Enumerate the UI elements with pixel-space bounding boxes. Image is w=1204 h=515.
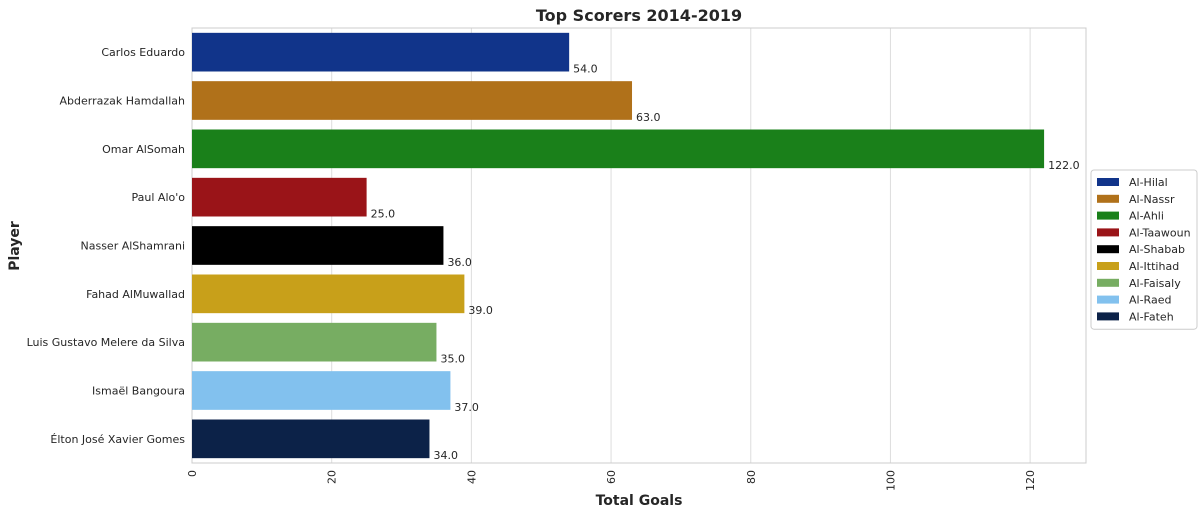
bar <box>192 274 465 314</box>
y-tick-label: Carlos Eduardo <box>101 46 185 59</box>
bar <box>192 371 451 410</box>
legend: Al-Hilal Al-Nassr Al-Ahli Al-Taawoun Al-Shab… <box>1090 169 1198 330</box>
legend-swatch <box>1097 178 1119 186</box>
bar <box>192 177 367 217</box>
y-tick-label: Élton José Xavier Gomes <box>50 433 185 446</box>
legend-swatch <box>1097 295 1119 304</box>
legend-swatch <box>1097 262 1119 270</box>
x-tick-label: 20 <box>326 470 339 484</box>
bar-value-labels: 54.0 63.0 122.0 25.0 36.0 39.0 35.0 37.0 34.0 <box>371 63 1080 463</box>
legend-swatch <box>1097 245 1119 254</box>
y-tick-label: Ismaël Bangoura <box>92 385 185 398</box>
y-tick-label: Nasser AlShamrani <box>81 240 186 253</box>
bar-value-label: 37.0 <box>454 401 479 414</box>
x-tick-label: 40 <box>465 470 478 484</box>
y-tick-labels: Carlos Eduardo Abderrazak Hamdallah Omar A… <box>27 46 186 446</box>
bar-value-label: 25.0 <box>371 208 396 221</box>
legend-label: Al-Hilal <box>1129 176 1168 189</box>
bar-value-label: 63.0 <box>636 111 661 124</box>
legend-box <box>1090 169 1198 330</box>
bar-value-label: 54.0 <box>573 63 598 76</box>
legend-label: Al-Shabab <box>1129 243 1185 256</box>
bar-value-label: 36.0 <box>447 256 472 269</box>
y-tick-label: Omar AlSomah <box>102 143 185 156</box>
legend-label: Al-Fateh <box>1129 310 1174 323</box>
x-tick-label: 80 <box>745 470 758 484</box>
legend-label: Al-Raed <box>1129 294 1171 307</box>
x-tick-label: 0 <box>186 470 199 477</box>
legend-swatch <box>1097 278 1119 287</box>
legend-label: Al-Faisaly <box>1129 277 1181 290</box>
legend-label: Al-Taawoun <box>1129 226 1191 239</box>
x-axis-title: Total Goals <box>596 493 683 509</box>
bar <box>192 32 570 72</box>
y-axis-title: Player <box>7 221 23 271</box>
legend-swatch <box>1097 211 1119 220</box>
legend-label: Al-Ahli <box>1129 210 1164 223</box>
bar <box>192 81 633 120</box>
bar-value-label: 34.0 <box>433 449 458 462</box>
x-tick-labels: 0 20 40 60 80 100 120 <box>186 470 1037 491</box>
bar <box>192 419 430 459</box>
bar <box>192 129 1045 169</box>
y-tick-label: Paul Alo'o <box>132 191 186 204</box>
x-tick-label: 60 <box>605 470 618 484</box>
bar-value-label: 35.0 <box>440 353 465 366</box>
bar-value-label: 39.0 <box>468 304 493 317</box>
y-tick-label: Abderrazak Hamdallah <box>59 95 185 108</box>
chart-title: Top Scorers 2014-2019 <box>536 6 742 25</box>
legend-label: Al-Nassr <box>1129 193 1175 206</box>
y-tick-label: Fahad AlMuwallad <box>86 288 185 301</box>
bars <box>192 32 1045 459</box>
legend-label: Al-Ittihad <box>1129 260 1179 273</box>
x-tick-label: 120 <box>1024 470 1037 491</box>
legend-swatch <box>1097 312 1119 321</box>
x-tick-label: 100 <box>884 470 897 491</box>
legend-swatch <box>1097 194 1119 203</box>
y-tick-label: Luis Gustavo Melere da Silva <box>27 336 185 349</box>
bar-value-label: 122.0 <box>1048 159 1080 172</box>
bar <box>192 322 437 362</box>
legend-swatch <box>1097 228 1119 237</box>
bar <box>192 226 444 265</box>
